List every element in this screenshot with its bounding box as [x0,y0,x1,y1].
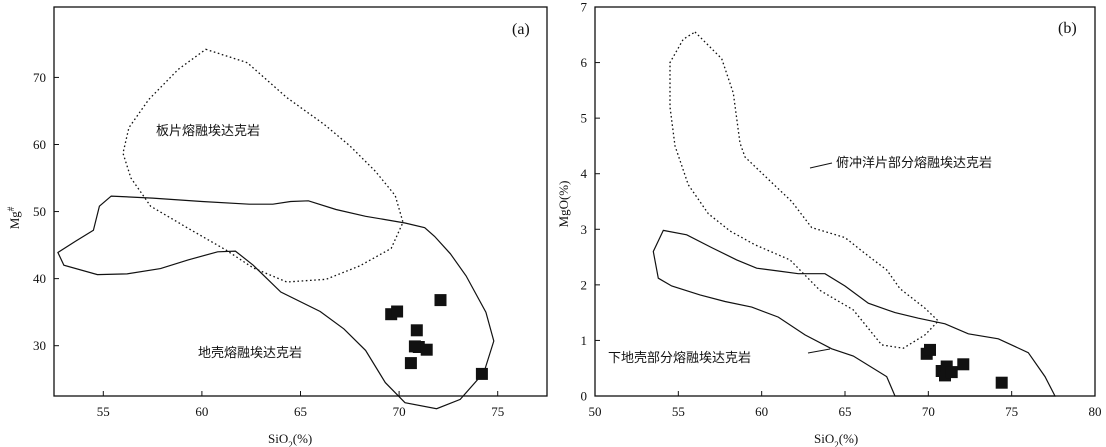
y-tick-label: 2 [581,277,588,292]
x-tick-label: 65 [839,404,852,419]
y-ticks: 0 1 2 3 4 5 6 7 [581,0,600,404]
region-label-slab-melt: 俯冲洋片部分熔融埃达克岩 [836,155,992,171]
regions-layer [652,31,1056,397]
x-tick-label: 70 [922,404,935,419]
plot-frame [594,6,1096,397]
y-tick-label: 30 [33,338,46,353]
y-tick-label: 1 [581,333,588,348]
y-tick-label: 70 [33,70,46,85]
y-ticks: 30 40 50 60 70 [33,70,59,353]
region-label-slab-melt: 板片熔融埃达克岩 [156,124,260,139]
points-layer [920,343,1008,389]
sample-point [410,324,423,337]
x-tick-label: 70 [393,404,406,419]
x-axis-label: SiO2(%) [268,431,312,447]
sample-point [404,357,417,370]
sample-point [957,358,970,371]
x-tick-label: 75 [1005,404,1018,419]
x-ticks: 55 60 65 70 75 [97,391,504,419]
crust-melt-field [57,195,495,410]
y-tick-label: 0 [581,389,588,404]
sample-point [995,376,1008,389]
region-label-crust-melt: 地壳熔融埃达克岩 [198,346,302,361]
x-ticks: 50 55 60 65 70 75 80 [589,391,1102,419]
leader-line-slab [809,162,833,169]
y-tick-label: 7 [581,0,588,15]
y-tick-label: 3 [581,222,588,237]
x-tick-label: 65 [294,404,307,419]
x-axis-label: SiO2(%) [814,431,858,447]
y-tick-label: 40 [33,271,46,286]
sample-point [420,343,433,356]
y-tick-label: 4 [581,166,588,181]
y-tick-label: 60 [33,137,46,152]
y-tick-label: 6 [581,55,588,70]
sample-point [408,340,421,353]
panel-b: 50 55 60 65 70 75 80 0 1 2 3 4 5 6 7 (b) SiO2(%) MgO(… [556,0,1102,447]
sample-point [391,305,404,318]
sample-point [945,366,958,379]
y-axis-label: Mg# [6,206,22,229]
y-axis-label: MgO(%) [556,181,571,228]
points-layer [385,294,488,380]
slab-melt-field [669,31,940,349]
panel-label: (b) [1058,20,1077,37]
x-tick-label: 80 [1089,404,1102,419]
regions-layer [57,48,495,410]
sample-point [434,294,447,307]
y-tick-label: 50 [33,204,46,219]
x-tick-label: 55 [672,404,685,419]
y-tick-label: 5 [581,111,588,126]
x-tick-label: 75 [491,404,504,419]
x-tick-label: 60 [755,404,768,419]
slab-melt-field [122,48,404,283]
leader-line-crust [807,348,831,354]
x-tick-label: 60 [195,404,208,419]
crust-melt-field [652,229,1056,397]
x-tick-label: 55 [97,404,110,419]
region-label-crust-melt: 下地壳部分熔融埃达克岩 [608,351,751,366]
panel-label: (a) [512,21,530,38]
panel-a: 55 60 65 70 75 30 40 50 60 70 (a) SiO2(%) Mg# 板片… [6,6,548,447]
sample-point [475,367,488,380]
sample-point [924,343,936,356]
x-tick-label: 50 [589,404,602,419]
